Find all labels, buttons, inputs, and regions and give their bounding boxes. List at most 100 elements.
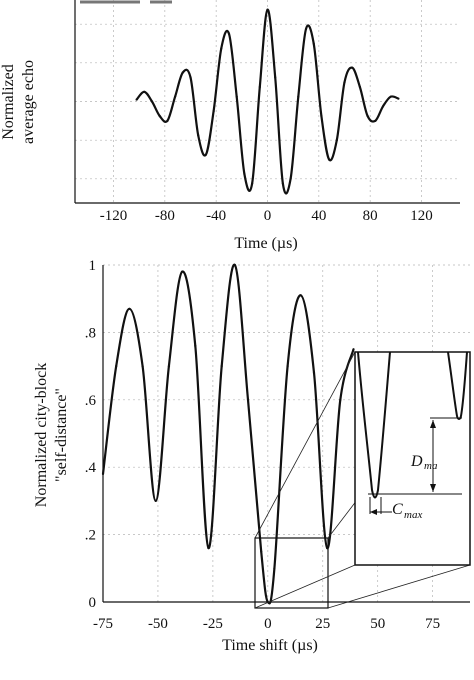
top-chart-data-point [304,27,308,31]
top-chart-x-tick-labels: -120 -80 -40 0 40 80 120 [100,208,433,224]
inset-c-label: C [392,501,403,518]
top-chart-ylabel-line1: Normalized [0,64,17,140]
bottom-chart-ylabel-line2: "self-distance" [53,388,70,482]
top-chart-x-tick-label: -120 [100,208,128,224]
bottom-chart-data-point [312,371,316,374]
bottom-chart-data-point [128,307,131,310]
bottom-chart-data-point [115,365,118,368]
top-chart-data-point [381,105,385,108]
bottom-chart-x-tick-label: -25 [203,616,223,632]
top-chart-data-point [235,95,238,98]
bottom-chart-data-point [246,398,250,401]
top-chart-data-point [328,158,331,161]
inset-d-arrowhead-up [430,420,436,428]
top-chart-data-point [174,95,177,98]
top-chart-grid [75,0,460,203]
bottom-chart-data-point [233,263,236,267]
top-chart-xlabel: Time (µs) [234,235,297,252]
bottom-chart-x-tick-label: -50 [148,616,168,632]
top-chart-x-tick-label: 80 [363,208,378,224]
zoom-connector-line [254,564,356,609]
bottom-chart-y-tick-label: 1 [89,258,97,274]
bottom-chart-data-point [154,499,157,502]
bottom-chart-x-tick-labels: -75 -50 -25 0 25 50 75 [93,616,440,632]
top-chart-data-point [320,114,323,118]
top-chart-x-tick-label: -40 [206,208,226,224]
top-chart-data-point [166,119,169,122]
inset-curve-main-dip [357,351,391,499]
top-chart-data-point [274,76,277,79]
top-chart-data-point [374,119,377,122]
top-chart-x-tick-label: 0 [264,208,272,224]
inset-d-arrowhead-down [430,484,436,492]
top-chart-data-point [204,153,207,156]
top-chart-data-point [312,42,315,45]
inset-c-arrowhead [370,509,377,515]
bottom-chart-points [101,263,355,604]
bottom-chart-y-tick-label: 0 [89,595,97,611]
top-chart-data-point [289,177,292,180]
bottom-chart-data-point [220,365,223,368]
top-chart-ylabel-line2: average echo [20,60,37,144]
top-chart-data-point [181,71,184,74]
bottom-chart-y-tick-labels: 0 .2 .4 .6 .8 1 [85,258,97,611]
bottom-chart-data-point [141,365,144,368]
top-chart-data-point [389,95,392,98]
top-chart-x-tick-label: 40 [311,208,326,224]
bottom-chart-y-tick-label: .8 [85,325,96,341]
top-chart-data-point [366,114,369,118]
bottom-chart-x-tick-label: 75 [425,616,440,632]
top-chart-data-point [189,76,192,79]
bottom-chart-series-line [101,263,355,605]
bottom-chart-data-point [167,365,171,368]
top-chart-data-point [212,110,215,113]
top-chart-data-point [150,100,154,103]
bottom-chart-x-tick-label: 50 [370,616,385,632]
top-chart-data-point [220,47,223,50]
top-chart-data-point [397,97,400,100]
top-chart-data-point [197,134,200,137]
bottom-chart-data-point [352,348,355,351]
top-chart-data-point [343,81,346,84]
top-chart-data-point [335,139,338,142]
inset-panel: D ma C max [354,351,471,566]
bottom-chart-data-point [273,567,276,570]
bottom-chart-xlabel: Time shift (µs) [222,637,318,654]
inset-d-label-subscript: ma [424,460,438,472]
bottom-chart-data-point [260,550,263,553]
bottom-chart-ylabel-line1: Normalized city-block [33,363,50,507]
top-chart-data-point [227,32,231,35]
top-chart-data-point [358,85,361,89]
bottom-chart-data-point [101,472,105,476]
bottom-chart-data-point [299,294,302,297]
top-chart-points [135,8,400,185]
bottom-chart-y-tick-label: .6 [85,393,97,409]
top-chart-data-point [351,66,354,69]
top-chart-x-tick-label: 120 [410,208,433,224]
top-chart-data-point [158,114,161,118]
bottom-chart-data-point [194,344,197,347]
inset-d-label: D [410,453,423,470]
top-chart-data-point [143,90,146,93]
top-chart-data-point [251,182,254,185]
top-chart-data-point [281,182,284,185]
zoom-connector-line [254,351,356,539]
bottom-chart-x-tick-label: 25 [315,616,330,632]
inset-curve-minor-dip [447,351,468,420]
bottom-chart-data-point [207,546,210,550]
top-chart-x-tick-label: -80 [155,208,175,224]
inset-c-label-subscript: max [404,509,422,521]
bottom-chart-data-point [339,398,342,401]
top-chart-data-point [266,8,269,11]
top-chart-data-point [135,98,138,101]
inset-frame [354,351,471,566]
bottom-chart-y-tick-label: .2 [85,528,96,544]
bottom-chart-x-tick-label: 0 [264,616,272,632]
bottom-chart-y-tick-label: .4 [85,460,97,476]
bottom-chart-data-point [181,270,184,273]
zoom-selection-box [254,537,329,609]
top-chart-data-point [297,95,300,98]
bottom-chart-data-point [286,365,289,368]
